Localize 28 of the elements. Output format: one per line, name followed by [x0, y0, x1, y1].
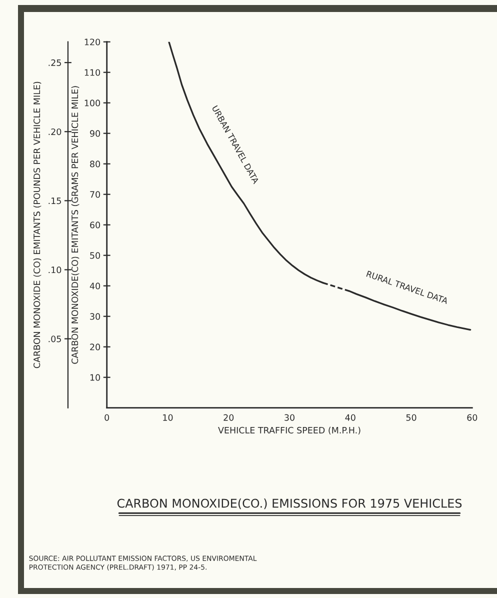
x-tick-label: 60: [467, 414, 478, 421]
y2-tick-label: .10: [48, 266, 62, 274]
y-tick-label: 20: [90, 344, 100, 350]
y-tick-label: 10: [90, 374, 100, 381]
y-axis-title: CARBON MONOXIDE(CO) EMITANTS (GRAMS PER VEHICLE MILE): [71, 86, 80, 364]
x-tick-label: 10: [163, 414, 173, 421]
y-tick-label: 90: [90, 130, 100, 137]
y2-tick-label: .25: [48, 59, 61, 66]
y-tick-label: 120: [84, 38, 100, 46]
x-axis-title: VEHICLE TRAFFIC SPEED (M.P.H.): [218, 426, 360, 435]
y-tick-label: 40: [90, 282, 100, 290]
y2-tick-label: .20: [48, 128, 62, 136]
x-tick-label: 40: [345, 414, 356, 421]
y2-tick-label: .15: [48, 198, 61, 204]
y-tick-label: 60: [90, 222, 100, 228]
x-tick-label: 30: [284, 414, 294, 421]
y-tick-label: 50: [90, 252, 100, 259]
y-tick-label: 100: [84, 100, 100, 106]
y2-tick-label: .05: [48, 336, 61, 342]
y-tick-label: 110: [84, 69, 100, 76]
y2-axis-title: CARBON MONOXIDE (CO) EMITANTS (POUNDS PER VEHICLE MILE): [33, 82, 42, 368]
x-tick-label: 0: [104, 414, 110, 421]
x-tick-label: 20: [224, 414, 234, 421]
y-tick-label: 80: [90, 160, 100, 168]
y-tick-label: 30: [90, 313, 100, 320]
x-tick-label: 50: [406, 414, 416, 421]
text: CARBON MONOXIDE(CO.) EMISSIONS FOR 1975 VEHICLES: [117, 498, 462, 510]
y-tick-label: 70: [90, 191, 100, 198]
